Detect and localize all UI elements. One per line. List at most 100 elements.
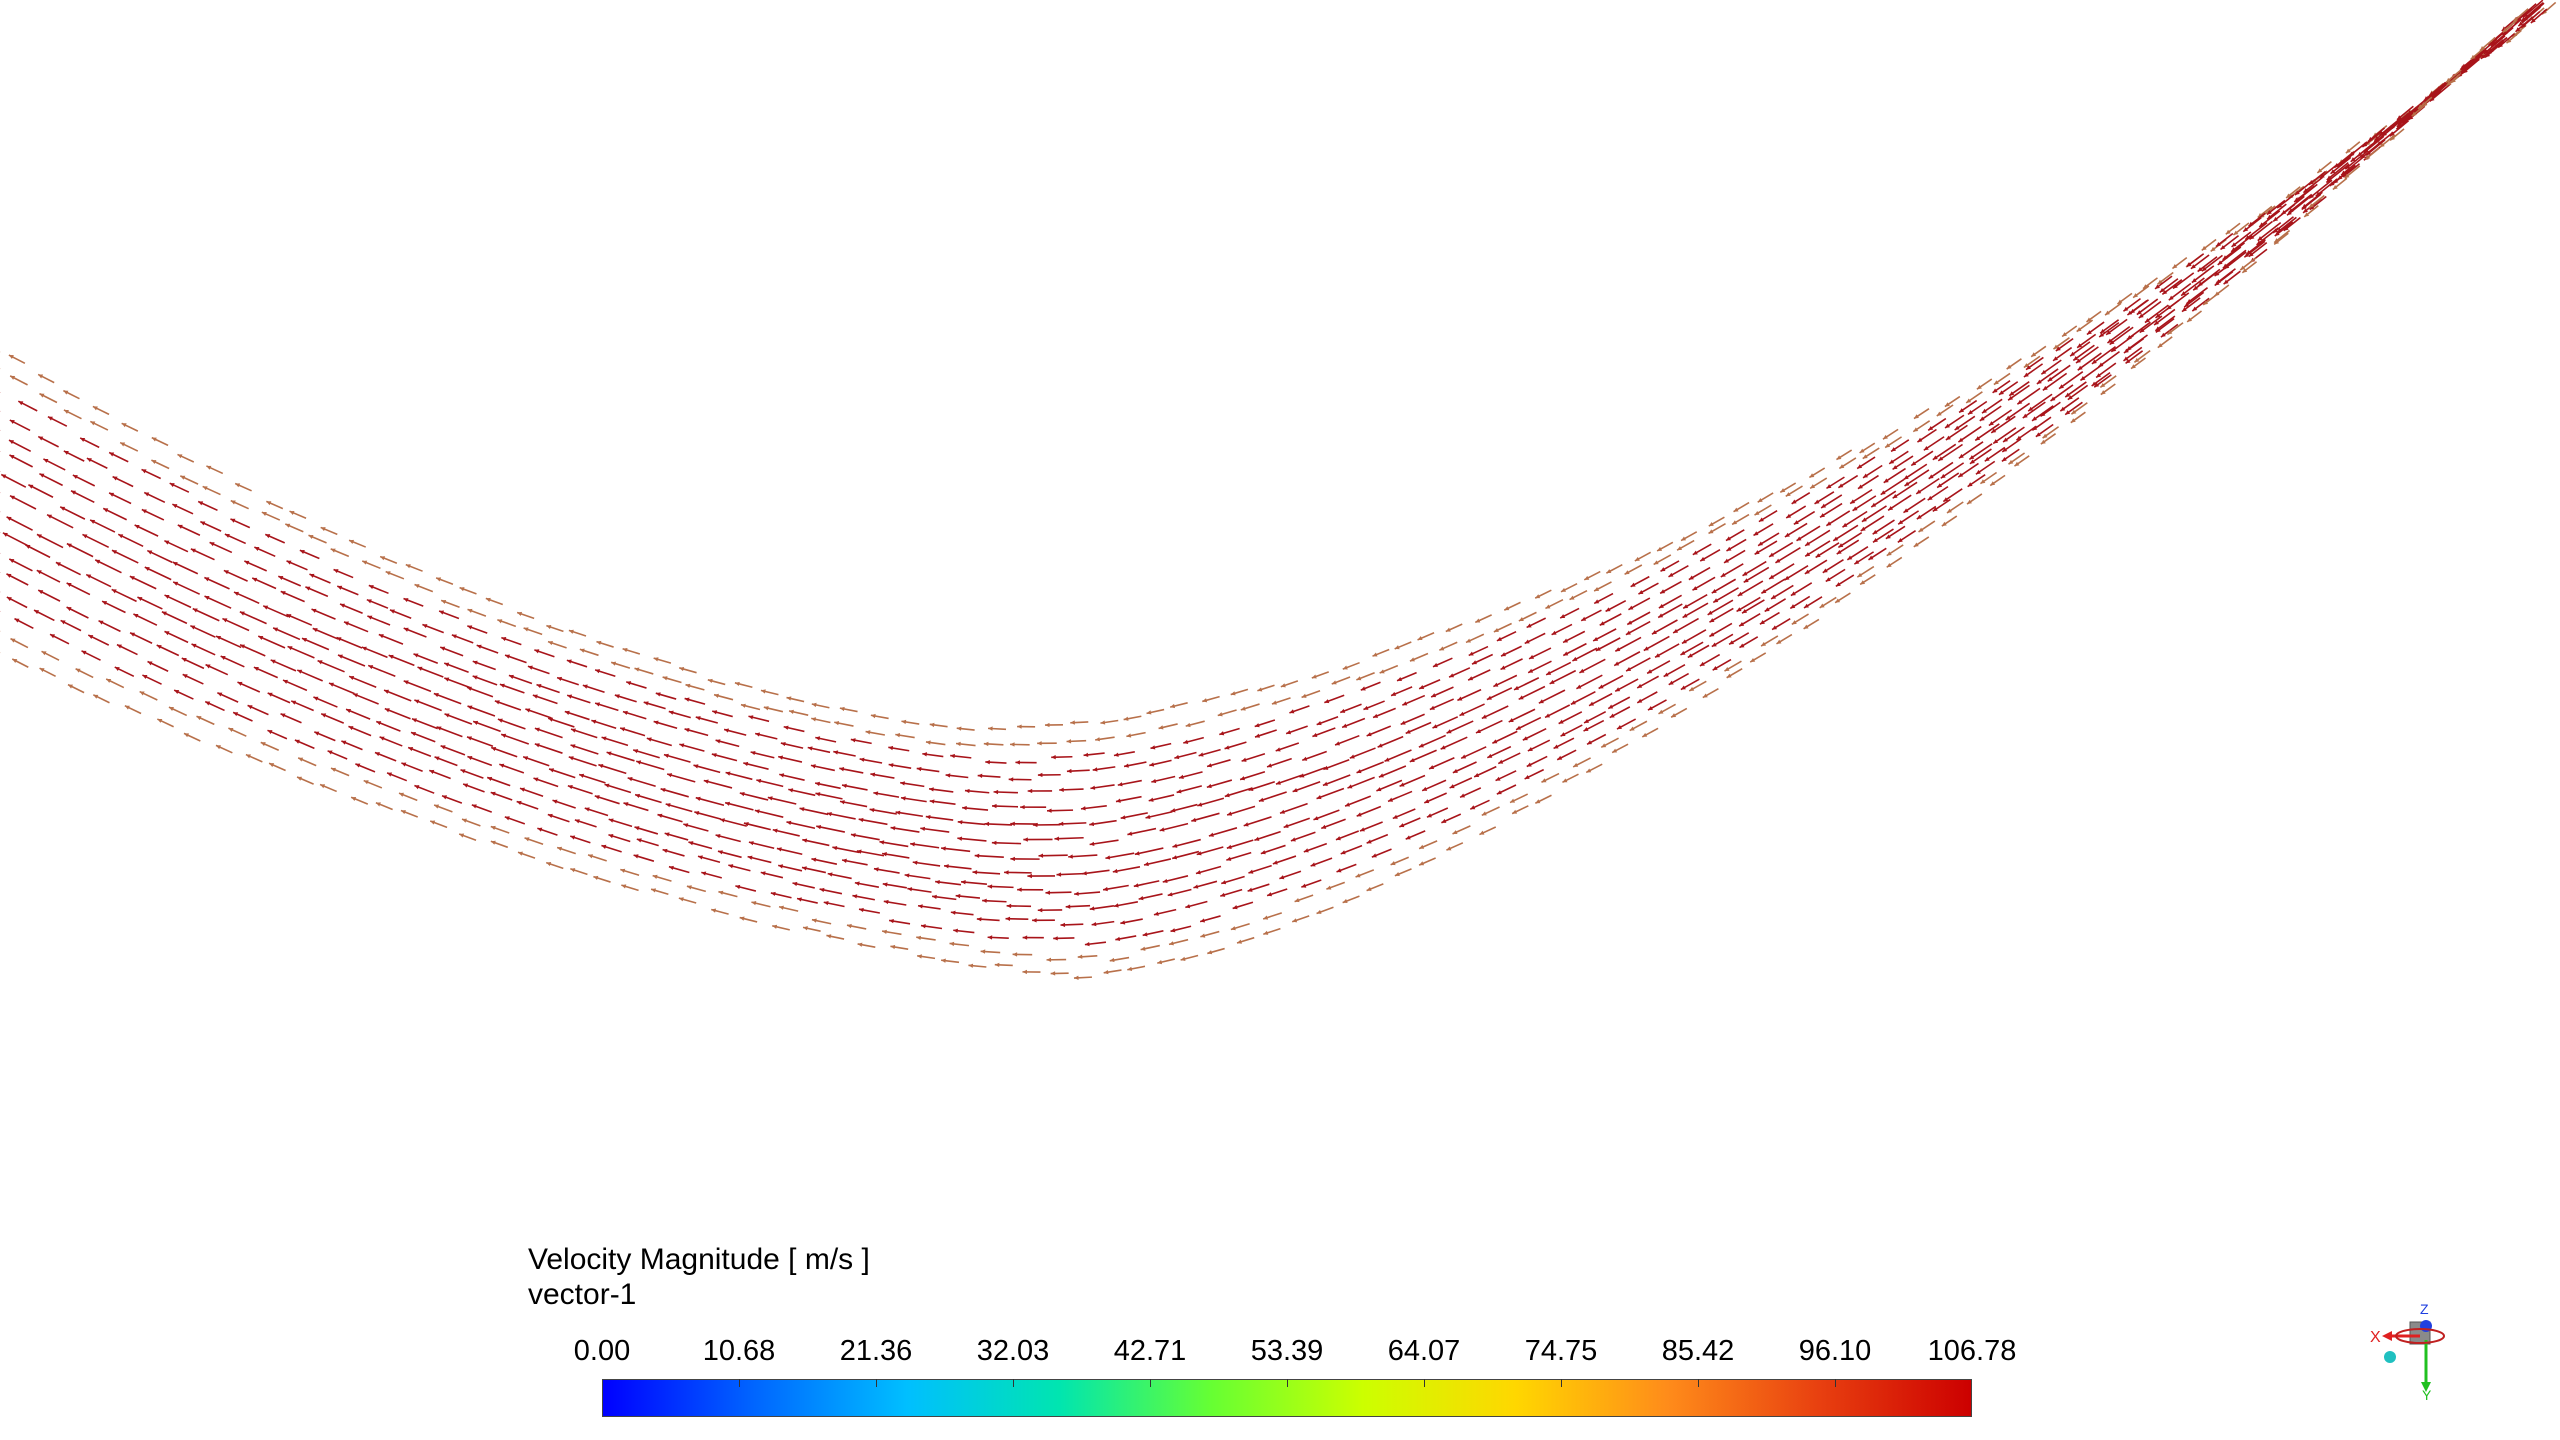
velocity-vector-arrow <box>1856 456 1876 470</box>
velocity-vector-arrow <box>1399 774 1426 788</box>
velocity-vector-arrow <box>643 701 666 710</box>
velocity-vector-arrow <box>910 842 940 849</box>
velocity-vector-arrow <box>748 841 775 850</box>
legend-tick-mark <box>739 1379 740 1387</box>
velocity-vector-arrow <box>72 474 96 487</box>
velocity-vector-arrow <box>2025 356 2044 371</box>
velocity-vector-arrow <box>2332 177 2348 191</box>
velocity-vector-arrow <box>436 726 463 738</box>
velocity-vector-arrow <box>1158 723 1178 730</box>
velocity-vector-arrow <box>2030 345 2047 358</box>
velocity-vector-arrow <box>49 633 70 645</box>
velocity-vector-arrow <box>129 575 157 590</box>
velocity-vector-arrow <box>1583 710 1607 724</box>
velocity-vector-arrow <box>1248 781 1276 792</box>
legend-tick-label: 0.00 <box>573 1335 631 1367</box>
velocity-vector-arrow <box>1054 836 1084 841</box>
velocity-vector-arrow <box>422 623 444 634</box>
velocity-vector-arrow <box>2214 270 2234 287</box>
velocity-vector-arrow <box>2095 362 2117 379</box>
velocity-vector-arrow <box>1572 757 1591 768</box>
velocity-vector-arrow <box>566 694 591 704</box>
velocity-vector-arrow <box>2142 277 2158 290</box>
velocity-vector-arrow <box>1709 622 1733 638</box>
velocity-vector-arrow <box>398 792 418 802</box>
velocity-vector-arrow <box>405 563 423 572</box>
velocity-vector-arrow <box>1541 772 1560 783</box>
velocity-vector-arrow <box>579 648 599 657</box>
velocity-vector-arrow <box>1339 703 1362 714</box>
velocity-vector-arrow <box>1059 787 1084 793</box>
velocity-vector-arrow <box>1549 669 1577 685</box>
velocity-vector-arrow <box>435 577 454 585</box>
velocity-vector-arrow <box>1572 647 1598 662</box>
velocity-vector-arrow <box>1299 766 1326 778</box>
velocity-vector-arrow <box>552 799 576 809</box>
velocity-vector-arrow <box>1236 936 1255 944</box>
velocity-vector-arrow <box>1493 674 1518 688</box>
velocity-vector-arrow <box>1545 661 1572 676</box>
velocity-vector-arrow <box>476 644 499 654</box>
velocity-vector-arrow <box>1974 423 2000 442</box>
velocity-vector-arrow <box>556 676 579 686</box>
velocity-vector-arrow <box>1053 936 1075 941</box>
velocity-vector-arrow <box>1658 594 1683 609</box>
velocity-vector-arrow <box>2172 272 2195 290</box>
velocity-vector-arrow <box>693 764 721 774</box>
velocity-vector-arrow <box>286 560 308 571</box>
velocity-vector-arrow <box>2364 147 2380 161</box>
velocity-vector-arrow <box>143 491 166 504</box>
velocity-vector-arrow <box>1066 768 1090 774</box>
velocity-vector-arrow <box>846 923 867 930</box>
velocity-vector-arrow <box>719 818 747 827</box>
velocity-vector-arrow <box>814 781 841 790</box>
legend-tick-mark <box>1013 1379 1014 1387</box>
velocity-vector-arrow <box>688 841 713 850</box>
legend-tick-mark <box>1424 1379 1425 1387</box>
velocity-vector-arrow <box>1279 802 1308 814</box>
velocity-vector-arrow <box>1749 652 1767 663</box>
velocity-vector-arrow <box>471 804 493 813</box>
velocity-vector-arrow <box>925 814 954 821</box>
velocity-vector-arrow <box>1151 775 1176 784</box>
velocity-vector-arrow <box>1366 833 1389 844</box>
velocity-vector-arrow <box>1457 688 1482 702</box>
velocity-vector-arrow <box>1870 490 1897 508</box>
velocity-vector-arrow <box>1937 443 1963 462</box>
velocity-vector-arrow <box>1206 779 1233 789</box>
velocity-vector-arrow <box>1528 647 1552 660</box>
velocity-vector-arrow <box>2059 397 2080 412</box>
velocity-vector-arrow <box>1545 598 1564 610</box>
velocity-vector-arrow <box>1872 528 1894 543</box>
velocity-vector-arrow <box>39 472 63 487</box>
velocity-vector-arrow <box>1334 734 1360 746</box>
velocity-vector-arrow <box>1340 844 1363 855</box>
velocity-vector-arrow <box>43 458 66 471</box>
velocity-vector-arrow <box>204 700 225 712</box>
velocity-vector-arrow <box>1500 645 1522 657</box>
velocity-vector-arrow <box>1263 927 1281 935</box>
velocity-vector-arrow <box>1102 884 1129 892</box>
velocity-vector-arrow <box>2186 310 2203 323</box>
velocity-vector-arrow <box>783 725 805 733</box>
velocity-vector-arrow <box>33 609 55 622</box>
velocity-vector-arrow <box>1754 540 1778 556</box>
velocity-vector-arrow <box>59 506 86 520</box>
velocity-vector-arrow <box>156 718 174 728</box>
velocity-vector-arrow <box>815 736 837 743</box>
velocity-vector-arrow <box>1336 863 1357 873</box>
velocity-vector-arrow <box>142 674 162 685</box>
velocity-vector-arrow <box>86 457 108 469</box>
velocity-vector-arrow <box>917 954 936 960</box>
axis-triad[interactable]: X Y Z <box>2360 1300 2460 1400</box>
velocity-vector-arrow <box>1400 713 1425 726</box>
velocity-vector-arrow <box>568 629 587 637</box>
velocity-vector-arrow <box>715 739 740 748</box>
velocity-vector-arrow <box>401 762 423 772</box>
velocity-vector-arrow <box>1481 705 1509 720</box>
velocity-vector-arrow <box>1509 793 1529 804</box>
velocity-vector-arrow <box>653 657 672 664</box>
velocity-vector-arrow <box>679 743 705 752</box>
velocity-vector-arrow <box>2144 304 2169 324</box>
